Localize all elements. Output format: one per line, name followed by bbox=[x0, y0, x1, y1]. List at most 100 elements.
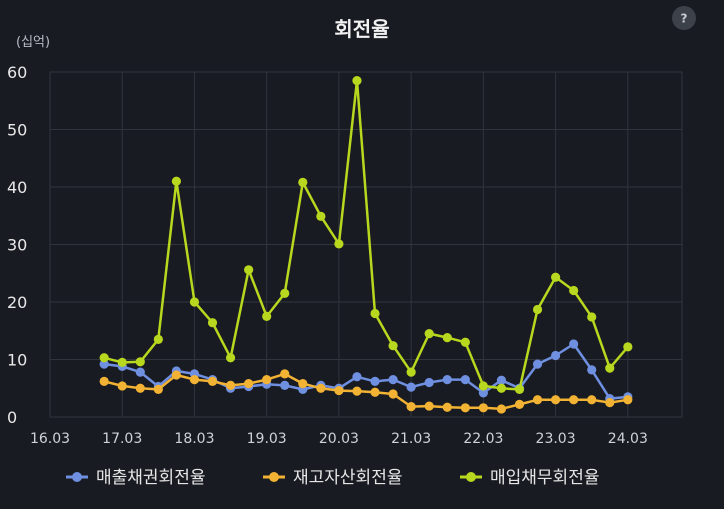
data-point[interactable] bbox=[424, 377, 434, 388]
data-point[interactable] bbox=[207, 376, 218, 386]
data-point[interactable] bbox=[424, 329, 434, 339]
data-point[interactable] bbox=[605, 398, 615, 408]
data-point[interactable] bbox=[514, 384, 525, 394]
data-point[interactable] bbox=[587, 312, 597, 322]
series-layer bbox=[99, 76, 633, 414]
data-point[interactable] bbox=[117, 381, 127, 391]
data-point[interactable] bbox=[99, 359, 109, 369]
data-point[interactable] bbox=[406, 367, 416, 377]
y-tick-label: 0 bbox=[7, 408, 17, 427]
data-point[interactable] bbox=[171, 370, 181, 380]
data-point[interactable] bbox=[569, 285, 579, 296]
data-point[interactable] bbox=[460, 403, 470, 413]
legend-label: 매출채권회전율 bbox=[96, 468, 205, 488]
data-point[interactable] bbox=[496, 383, 507, 393]
data-point[interactable] bbox=[551, 395, 561, 405]
data-point[interactable] bbox=[478, 381, 488, 391]
data-point[interactable] bbox=[388, 341, 398, 351]
data-point[interactable] bbox=[406, 402, 416, 412]
x-tick-label: 21.03 bbox=[391, 431, 431, 447]
data-point[interactable] bbox=[532, 395, 543, 405]
data-point[interactable] bbox=[460, 375, 470, 385]
data-point[interactable] bbox=[189, 297, 200, 307]
data-point[interactable] bbox=[478, 388, 488, 398]
x-tick-label: 16.03 bbox=[30, 431, 70, 447]
data-point[interactable] bbox=[370, 387, 380, 397]
data-point[interactable] bbox=[316, 211, 326, 221]
data-point[interactable] bbox=[135, 357, 145, 367]
data-point[interactable] bbox=[442, 375, 452, 385]
data-point[interactable] bbox=[406, 382, 416, 392]
legend-swatch-marker bbox=[466, 472, 476, 482]
help-button[interactable]: ? bbox=[672, 6, 696, 30]
y-tick-label: 40 bbox=[7, 178, 27, 197]
data-point[interactable] bbox=[496, 404, 507, 414]
series-1 bbox=[99, 339, 633, 404]
data-point[interactable] bbox=[135, 383, 145, 393]
data-point[interactable] bbox=[460, 337, 470, 347]
data-point[interactable] bbox=[370, 308, 380, 319]
legend-item[interactable]: 매출채권회전율 bbox=[66, 468, 205, 488]
help-icon[interactable] bbox=[672, 6, 696, 30]
data-point[interactable] bbox=[388, 389, 398, 399]
data-point[interactable] bbox=[225, 380, 236, 390]
data-point[interactable] bbox=[334, 239, 344, 249]
data-point[interactable] bbox=[605, 363, 615, 373]
x-tick-label: 18.03 bbox=[174, 431, 214, 447]
data-point[interactable] bbox=[99, 353, 109, 363]
data-point[interactable] bbox=[135, 367, 145, 377]
x-tick-label: 17.03 bbox=[102, 431, 142, 447]
data-point[interactable] bbox=[244, 265, 254, 275]
data-point[interactable] bbox=[388, 375, 398, 385]
data-point[interactable] bbox=[370, 376, 380, 386]
data-point[interactable] bbox=[352, 372, 362, 382]
data-point[interactable] bbox=[99, 376, 109, 386]
data-point[interactable] bbox=[587, 395, 597, 405]
data-point[interactable] bbox=[280, 288, 290, 298]
data-point[interactable] bbox=[316, 383, 326, 393]
data-point[interactable] bbox=[569, 395, 579, 405]
x-tick-label: 23.03 bbox=[536, 431, 576, 447]
data-point[interactable] bbox=[298, 177, 308, 187]
data-point[interactable] bbox=[262, 311, 272, 321]
grid-lines bbox=[49, 71, 682, 418]
data-point[interactable] bbox=[117, 357, 127, 367]
data-point[interactable] bbox=[478, 403, 488, 413]
data-point[interactable] bbox=[442, 333, 452, 343]
help-label: ? bbox=[681, 12, 688, 26]
data-point[interactable] bbox=[244, 379, 254, 389]
data-point[interactable] bbox=[569, 339, 579, 349]
data-point[interactable] bbox=[514, 399, 525, 409]
series-line bbox=[104, 342, 628, 400]
legend-item[interactable]: 매입채무회전율 bbox=[460, 468, 599, 488]
data-point[interactable] bbox=[623, 395, 633, 405]
data-point[interactable] bbox=[207, 318, 218, 328]
legend-swatch-marker bbox=[72, 472, 82, 482]
data-point[interactable] bbox=[532, 359, 543, 369]
data-point[interactable] bbox=[551, 272, 561, 282]
data-point[interactable] bbox=[551, 350, 561, 361]
data-point[interactable] bbox=[352, 386, 362, 396]
data-point[interactable] bbox=[623, 342, 633, 352]
data-point[interactable] bbox=[262, 375, 272, 385]
y-tick-label: 10 bbox=[7, 351, 27, 370]
data-point[interactable] bbox=[587, 365, 597, 375]
data-point[interactable] bbox=[298, 379, 308, 389]
legend-item[interactable]: 재고자산회전율 bbox=[263, 468, 402, 488]
data-point[interactable] bbox=[442, 402, 452, 412]
data-point[interactable] bbox=[424, 401, 434, 411]
data-point[interactable] bbox=[189, 375, 200, 385]
data-point[interactable] bbox=[496, 375, 507, 385]
data-point[interactable] bbox=[280, 380, 290, 390]
data-point[interactable] bbox=[352, 76, 362, 86]
x-tick-label: 24.03 bbox=[608, 431, 648, 447]
y-tick-label: 60 bbox=[7, 63, 27, 82]
data-point[interactable] bbox=[225, 353, 236, 363]
data-point[interactable] bbox=[532, 304, 543, 315]
data-point[interactable] bbox=[153, 384, 163, 394]
data-point[interactable] bbox=[171, 176, 181, 186]
data-point[interactable] bbox=[334, 385, 344, 396]
x-tick-label: 22.03 bbox=[463, 431, 503, 447]
data-point[interactable] bbox=[280, 369, 290, 379]
data-point[interactable] bbox=[153, 334, 163, 344]
